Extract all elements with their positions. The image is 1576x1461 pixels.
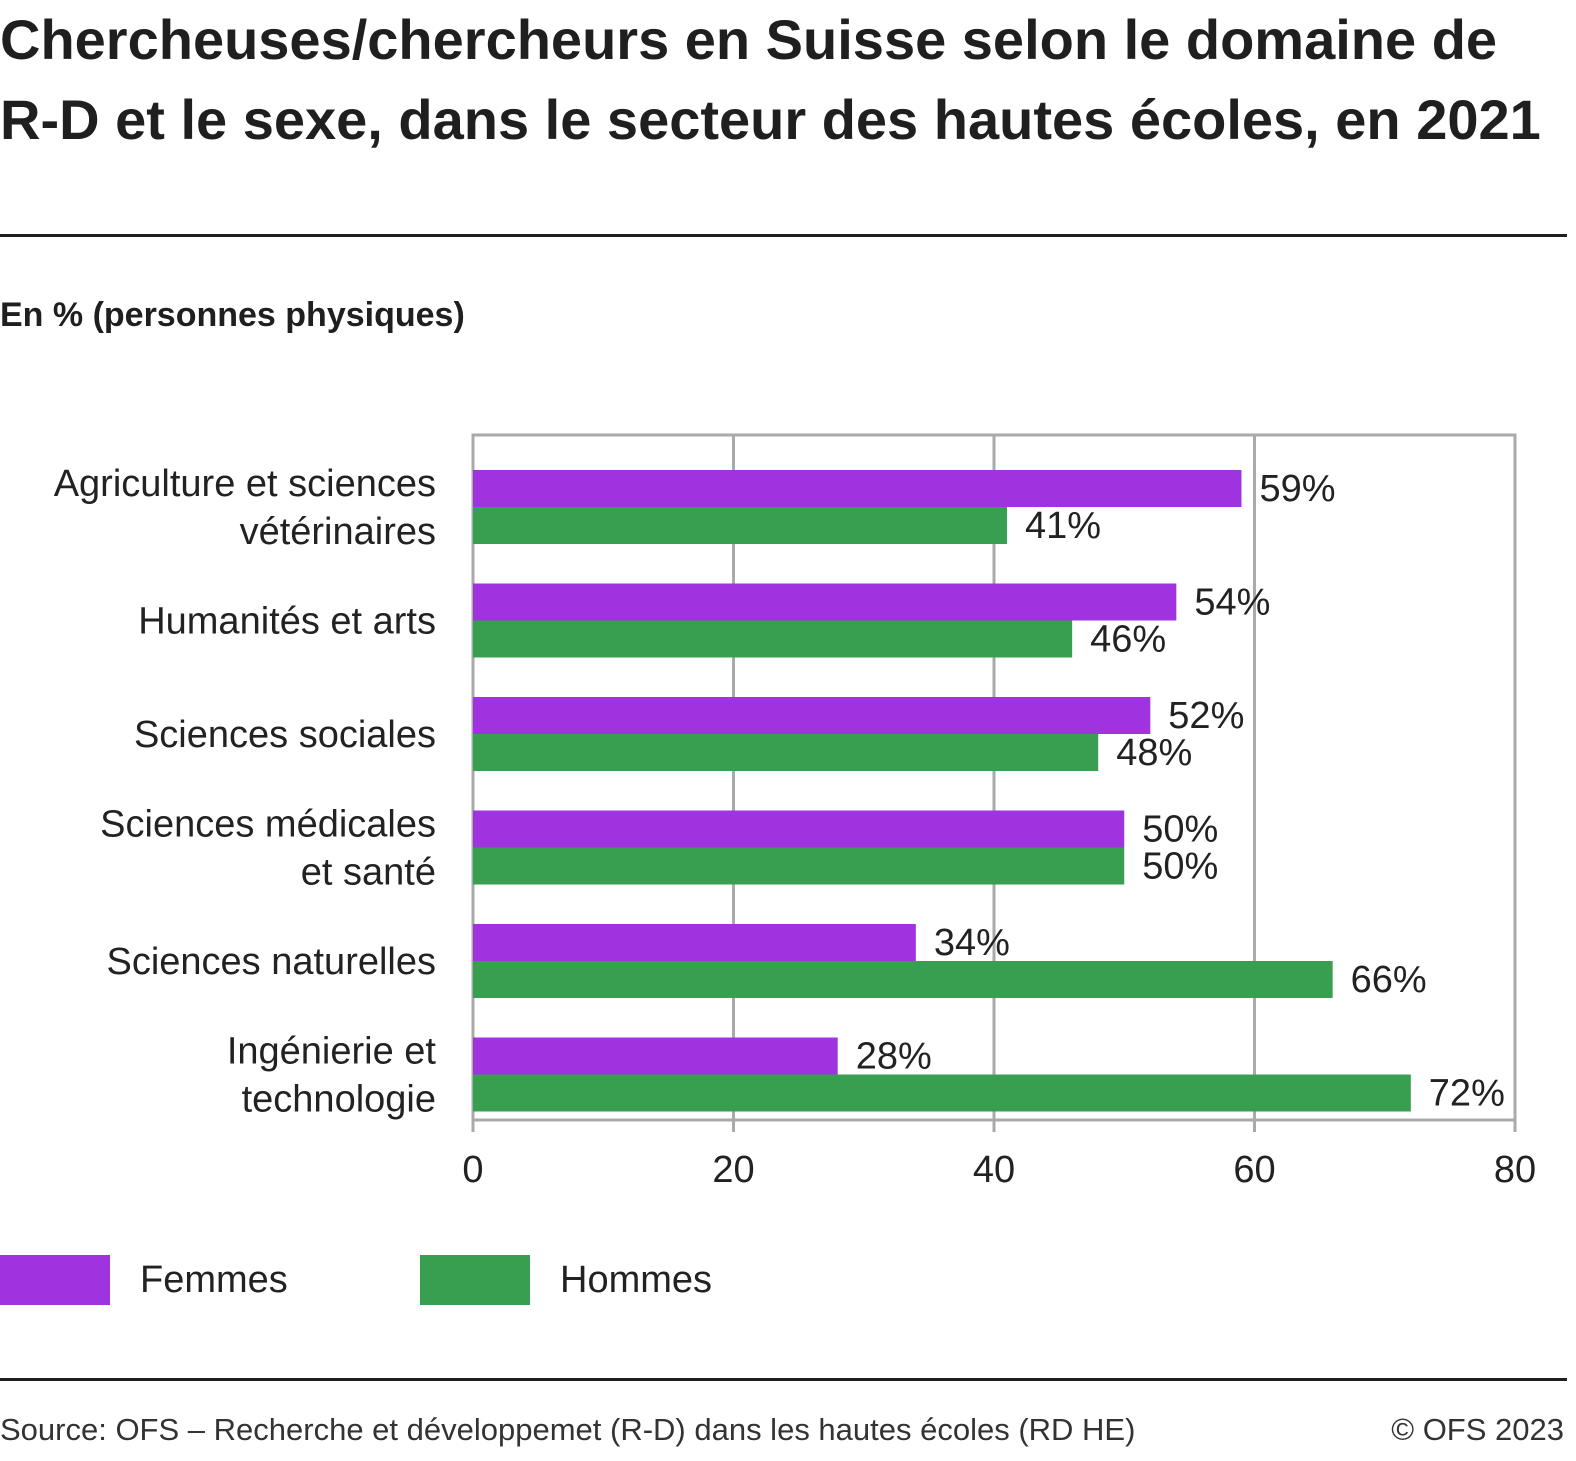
category-label-5-0: Ingénierie et — [227, 1031, 437, 1073]
category-label-0-0: Agriculture et sciences — [54, 463, 436, 505]
value-label-hommes-3: 50% — [1142, 846, 1218, 888]
x-tick-label-60: 60 — [1233, 1149, 1275, 1191]
value-label-hommes-1: 46% — [1090, 619, 1166, 661]
value-label-femmes-0: 59% — [1259, 468, 1335, 510]
category-label-0-1: vétérinaires — [240, 511, 436, 553]
value-label-hommes-0: 41% — [1025, 505, 1101, 547]
source-note: Source: OFS – Recherche et développemet … — [0, 1412, 1136, 1447]
category-label-4-0: Sciences naturelles — [106, 941, 436, 983]
category-label-3-1: et santé — [301, 852, 436, 894]
legend-label-femmes: Femmes — [140, 1259, 288, 1301]
bar-femmes-5 — [473, 1037, 838, 1075]
x-tick-label-20: 20 — [712, 1149, 754, 1191]
chart-title: Chercheuses/chercheurs en Suisse selon l… — [0, 8, 1541, 151]
bar-femmes-1 — [473, 583, 1177, 621]
bar-femmes-4 — [473, 924, 916, 961]
value-label-hommes-5: 72% — [1429, 1073, 1505, 1115]
x-tick-label-0: 0 — [462, 1149, 483, 1191]
category-label-5-1: technologie — [242, 1079, 436, 1121]
x-tick-label-80: 80 — [1494, 1149, 1536, 1191]
legend-swatch-femmes — [0, 1255, 110, 1305]
bar-femmes-3 — [473, 810, 1125, 848]
bar-femmes-2 — [473, 697, 1151, 734]
bar-hommes-1 — [473, 620, 1073, 658]
category-label-2-0: Sciences sociales — [134, 714, 436, 756]
value-label-hommes-4: 66% — [1351, 959, 1427, 1001]
footer-divider — [0, 1378, 1567, 1381]
value-label-femmes-3: 50% — [1142, 809, 1218, 851]
bar-hommes-4 — [473, 961, 1333, 998]
value-labels: 59% 41% 54% 46%52%48% 50%50% 34% 66% 28% 72% — [856, 468, 1505, 1115]
value-label-femmes-2: 52% — [1168, 695, 1244, 737]
copyright: © OFS 2023 — [1391, 1412, 1564, 1447]
x-axis-ticks: 0 20 40 60 80 — [462, 1149, 1536, 1191]
bar-chart: 59% 41% 54% 46%52%48% 50%50% 34% 66% 28% 72% Agr… — [54, 433, 1536, 1191]
category-labels: Agriculture et sciences vétérinaires Human… — [54, 463, 437, 1121]
chart-subtitle: En % (personnes physiques) — [0, 296, 465, 334]
legend-label-hommes: Hommes — [560, 1259, 713, 1301]
bar-hommes-2 — [473, 734, 1099, 771]
bars — [473, 470, 1411, 1112]
value-label-femmes-1: 54% — [1194, 582, 1270, 624]
grid-lines — [471, 433, 1517, 1132]
value-label-femmes-4: 34% — [934, 922, 1010, 964]
bar-hommes-5 — [473, 1074, 1411, 1112]
value-label-hommes-2: 48% — [1116, 732, 1192, 774]
bar-hommes-3 — [473, 847, 1125, 885]
category-label-1-0: Humanités et arts — [138, 601, 436, 643]
value-label-femmes-5: 28% — [856, 1036, 932, 1078]
bar-hommes-0 — [473, 507, 1008, 544]
legend-swatch-hommes — [420, 1255, 530, 1305]
category-label-3-0: Sciences médicales — [100, 804, 436, 846]
x-tick-label-40: 40 — [973, 1149, 1015, 1191]
title-divider — [0, 234, 1567, 237]
bar-femmes-0 — [473, 470, 1242, 507]
legend: Femmes Hommes — [0, 1255, 1000, 1305]
